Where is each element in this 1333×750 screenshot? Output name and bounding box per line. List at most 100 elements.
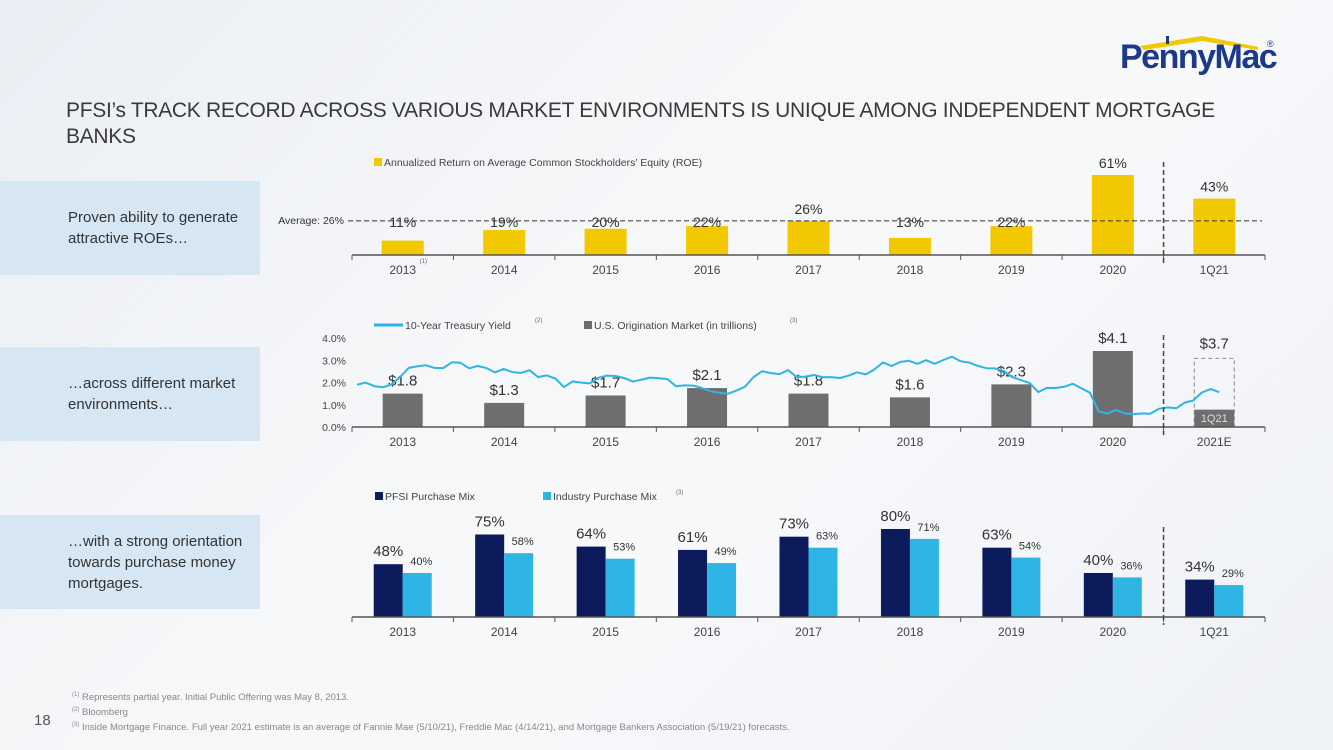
pfsi-data-label: 40% bbox=[1083, 552, 1113, 569]
roe-category-label: 2013 bbox=[389, 263, 416, 277]
purchase-mix-category-label: 2013 bbox=[389, 625, 416, 639]
origination-bar bbox=[1092, 351, 1133, 427]
footnotes: (1) Represents partial year. Initial Pub… bbox=[72, 689, 790, 734]
purchase-mix-category-label: 2020 bbox=[1099, 625, 1126, 639]
industry-bar bbox=[909, 538, 939, 617]
roe-category-label: 2015 bbox=[592, 263, 619, 277]
pfsi-data-label: 75% bbox=[475, 514, 505, 531]
industry-bar bbox=[808, 547, 838, 617]
pfsi-data-label: 64% bbox=[576, 526, 606, 543]
yield-axis-tick: 1.0% bbox=[322, 400, 346, 412]
roe-bar bbox=[483, 230, 526, 255]
pfsi-bar bbox=[678, 549, 708, 617]
roe-category-label: 2017 bbox=[795, 263, 822, 277]
origination-category-label: 2013 bbox=[389, 435, 416, 449]
origination-category-label: 2018 bbox=[897, 435, 924, 449]
pennymac-logo: PennyMac ® bbox=[1118, 34, 1278, 80]
industry-legend-note: (3) bbox=[676, 490, 683, 496]
roe-data-label: 11% bbox=[389, 214, 416, 230]
callout-market: …across different market environments… bbox=[0, 347, 260, 441]
average-label: Average: 26% bbox=[278, 215, 344, 227]
roe-bar bbox=[787, 220, 830, 255]
treasury-legend-note: (2) bbox=[535, 318, 542, 324]
pfsi-data-label: 61% bbox=[678, 529, 708, 546]
roe-data-label: 22% bbox=[997, 214, 1025, 230]
roe-data-label: 61% bbox=[1099, 155, 1127, 171]
roe-data-label: 26% bbox=[794, 201, 822, 217]
footnote-2: (2) Bloomberg bbox=[72, 707, 128, 719]
origination-category-label: 2017 bbox=[795, 435, 822, 449]
industry-data-label: 53% bbox=[613, 542, 635, 554]
brand-name: PennyMac bbox=[1120, 38, 1278, 76]
callout-text: …with a strong orientation towards purch… bbox=[68, 532, 243, 592]
roe-bar bbox=[381, 240, 424, 255]
origination-data-label: $1.6 bbox=[895, 376, 924, 393]
roe-legend-label: Annualized Return on Average Common Stoc… bbox=[384, 157, 702, 169]
yield-axis-tick: 3.0% bbox=[322, 355, 346, 367]
origination-category-label: 2020 bbox=[1099, 435, 1126, 449]
origination-legend-swatch bbox=[584, 321, 592, 329]
origination-data-label: $2.3 bbox=[997, 363, 1026, 380]
pfsi-bar bbox=[779, 536, 809, 617]
roe-data-label: 19% bbox=[490, 214, 518, 230]
roe-category-note: (1) bbox=[420, 259, 427, 265]
roe-category-label: 2020 bbox=[1099, 263, 1126, 277]
roe-bar bbox=[1091, 175, 1134, 255]
treasury-yield-line bbox=[356, 355, 1220, 416]
origination-bar bbox=[382, 393, 423, 427]
roe-category-label: 2019 bbox=[998, 263, 1025, 277]
purchase-mix-category-label: 2015 bbox=[592, 625, 619, 639]
purchase-mix-category-label: 2017 bbox=[795, 625, 822, 639]
pfsi-data-label: 73% bbox=[779, 516, 809, 533]
pfsi-legend-swatch bbox=[375, 492, 383, 500]
page-title: PFSI’s TRACK RECORD ACROSS VARIOUS MARKE… bbox=[66, 99, 1215, 148]
origination-category-label: 2015 bbox=[592, 435, 619, 449]
pfsi-data-label: 34% bbox=[1185, 559, 1215, 576]
industry-legend-label: Industry Purchase Mix bbox=[553, 491, 658, 503]
pfsi-legend-label: PFSI Purchase Mix bbox=[385, 491, 476, 503]
callout-text: Proven ability to generate attractive RO… bbox=[68, 209, 239, 247]
industry-bar bbox=[1214, 585, 1244, 617]
pfsi-data-label: 80% bbox=[880, 508, 910, 525]
origination-bar bbox=[991, 384, 1032, 427]
pfsi-bar bbox=[373, 564, 403, 617]
origination-bar bbox=[687, 388, 728, 427]
roe-category-label: 2016 bbox=[694, 263, 721, 277]
industry-data-label: 58% bbox=[512, 536, 534, 548]
origination-partial-label: 1Q21 bbox=[1201, 413, 1228, 425]
origination-category-label: 2014 bbox=[491, 435, 518, 449]
origination-data-label: $4.1 bbox=[1098, 330, 1127, 347]
roe-bar bbox=[990, 226, 1033, 255]
callout-text: …across different market environments… bbox=[68, 375, 236, 413]
yield-axis-tick: 4.0% bbox=[322, 333, 346, 345]
origination-data-label: $2.1 bbox=[692, 367, 721, 384]
roe-category-label: 1Q21 bbox=[1200, 263, 1230, 277]
purchase-mix-category-label: 2014 bbox=[491, 625, 518, 639]
pfsi-bar bbox=[982, 547, 1012, 617]
pfsi-bar bbox=[880, 529, 910, 617]
industry-data-label: 40% bbox=[410, 556, 432, 568]
industry-bar bbox=[402, 573, 432, 617]
industry-bar bbox=[1011, 557, 1041, 617]
origination-bar bbox=[585, 395, 626, 427]
roe-data-label: 43% bbox=[1200, 179, 1228, 195]
origination-legend-note: (3) bbox=[790, 318, 797, 324]
page-number: 18 bbox=[34, 712, 51, 729]
pfsi-bar bbox=[1083, 573, 1113, 617]
origination-category-label: 2021E bbox=[1197, 435, 1232, 449]
purchase-mix-category-label: 1Q21 bbox=[1200, 625, 1230, 639]
callout-purchase: …with a strong orientation towards purch… bbox=[0, 515, 260, 609]
purchase-mix-category-label: 2019 bbox=[998, 625, 1025, 639]
roe-data-label: 20% bbox=[592, 214, 620, 230]
purchase-mix-category-label: 2018 bbox=[897, 625, 924, 639]
pfsi-bar bbox=[1185, 579, 1215, 617]
origination-partial-bar bbox=[1194, 409, 1235, 427]
roe-bar bbox=[1193, 198, 1236, 255]
industry-bar bbox=[1112, 577, 1142, 617]
registered-mark: ® bbox=[1267, 39, 1274, 49]
house-roof-icon bbox=[1140, 36, 1258, 50]
roe-bar bbox=[584, 228, 627, 255]
pfsi-bar bbox=[475, 534, 505, 617]
callout-roe: Proven ability to generate attractive RO… bbox=[0, 181, 260, 275]
industry-data-label: 54% bbox=[1019, 541, 1041, 553]
